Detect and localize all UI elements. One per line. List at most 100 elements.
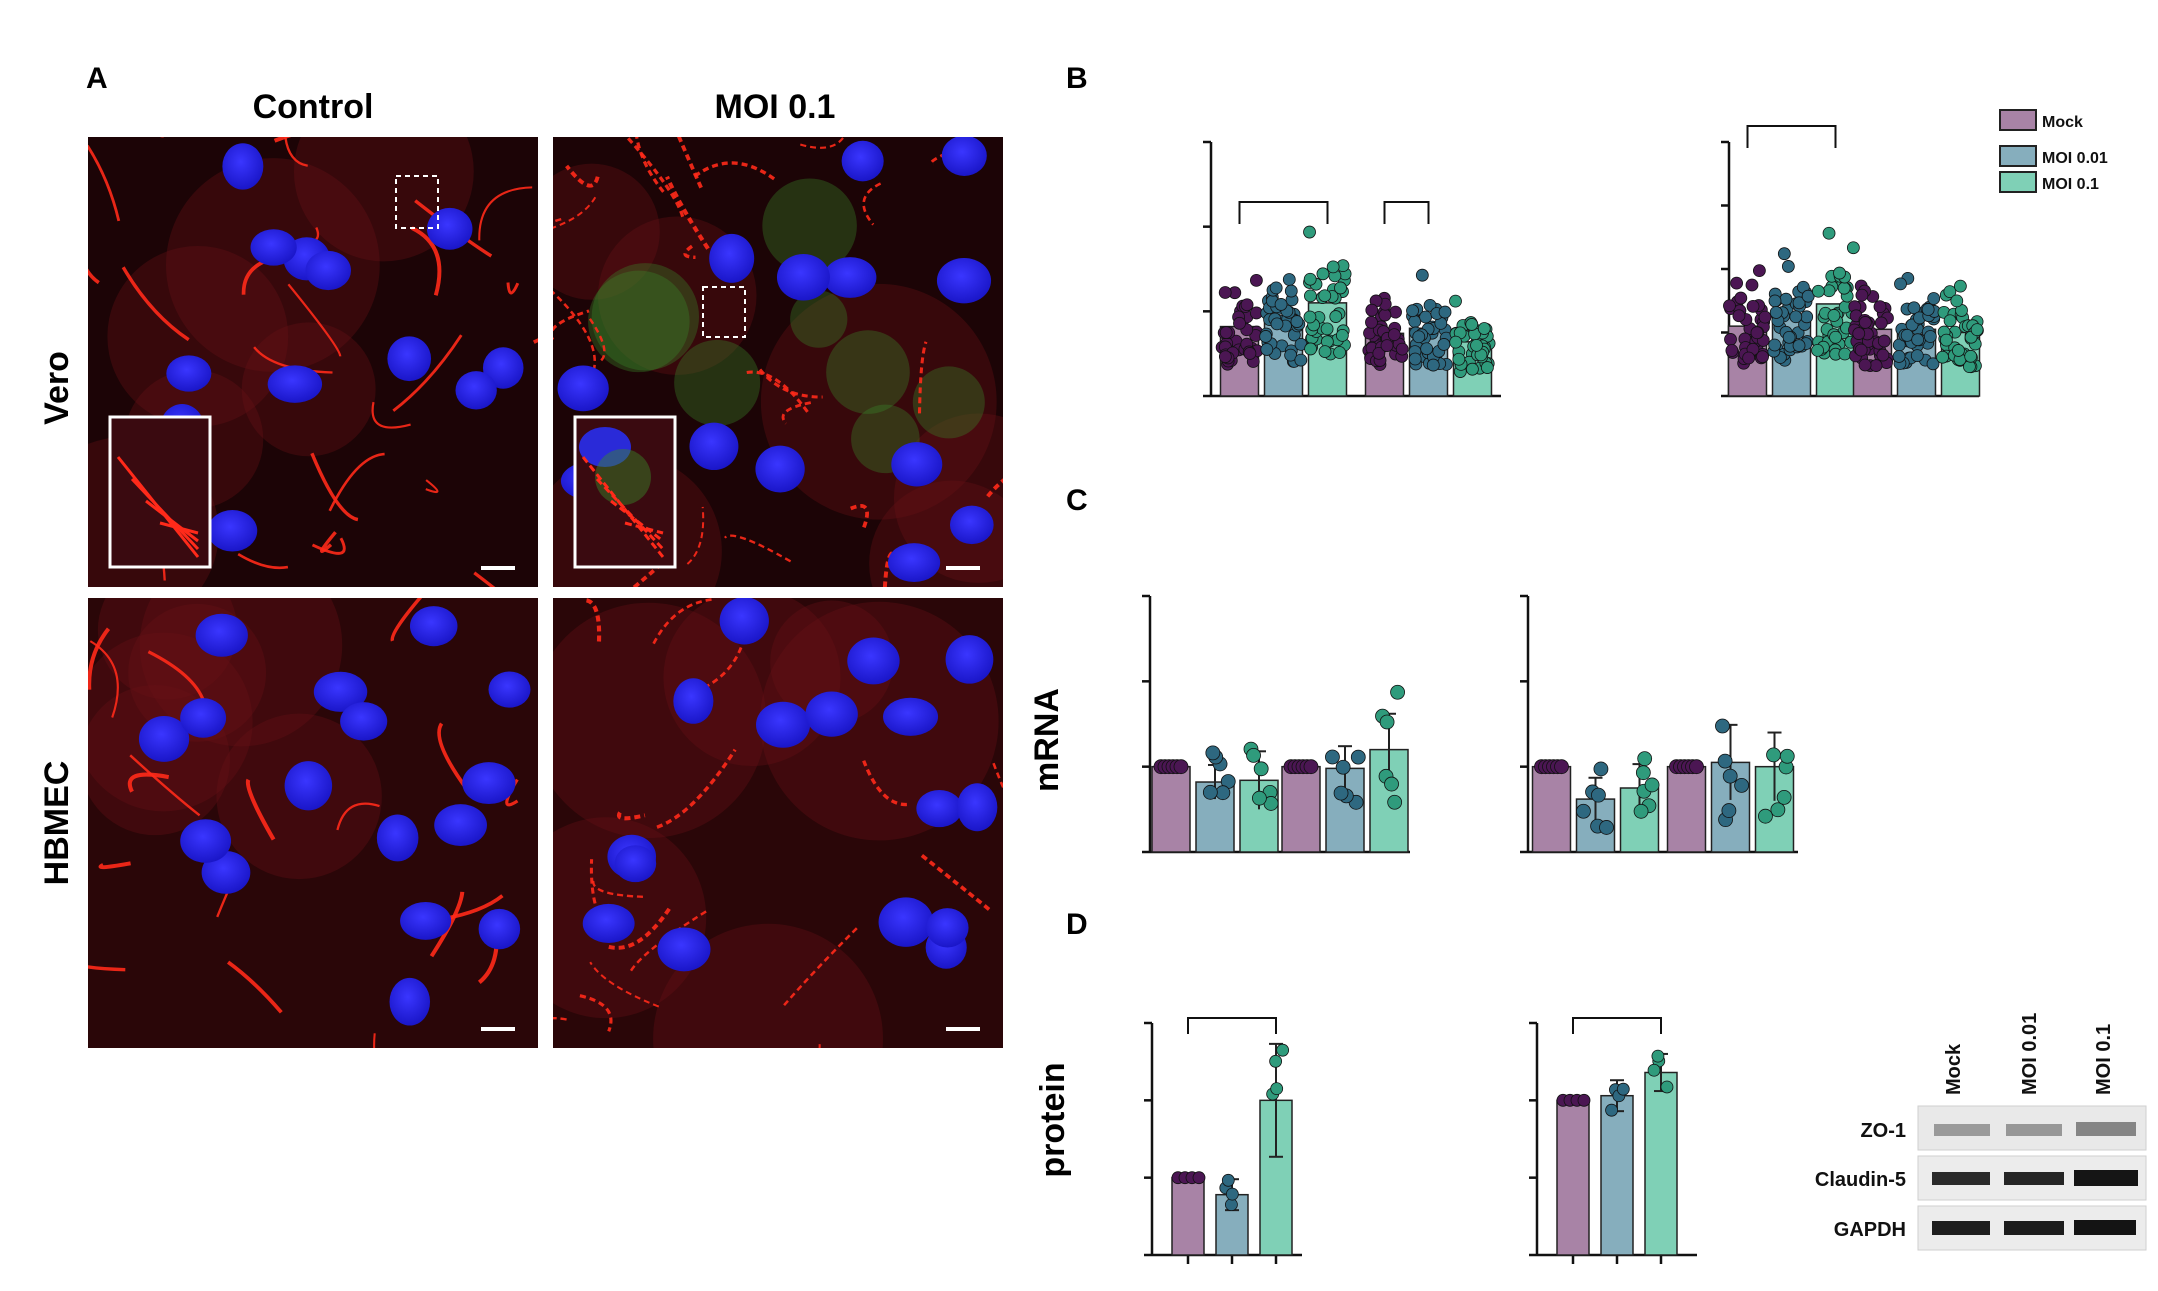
zo1-junction (121, 266, 190, 342)
zo1-junction (665, 175, 710, 250)
zo1-junction (287, 283, 342, 357)
data-point (1225, 1187, 1239, 1201)
zo1-junction (310, 452, 359, 522)
data-point (1846, 241, 1860, 255)
blot-lane-moi01: MOI 0.1 (2093, 1024, 2115, 1095)
micrograph-content (88, 598, 531, 1048)
data-point (1837, 281, 1851, 295)
scale-bar (946, 566, 980, 570)
micrograph-vero-moi (553, 137, 1003, 587)
data-point (1911, 333, 1925, 347)
nucleus (878, 897, 934, 947)
nucleus (180, 819, 232, 863)
nucleus (883, 697, 939, 736)
data-point (1408, 315, 1422, 328)
zo1-junction (284, 137, 308, 167)
zo1-junction (506, 282, 520, 295)
data-point (1829, 330, 1842, 344)
spike-signal (790, 290, 848, 348)
data-point (1758, 310, 1772, 324)
data-point (1781, 260, 1795, 273)
zo1-junction (127, 772, 170, 793)
zo1-junction (147, 650, 206, 702)
legend-label-moi01: MOI 0.1 (2042, 176, 2099, 193)
zo1-junction (683, 244, 696, 260)
data-point (1768, 294, 1782, 308)
nucleus (389, 977, 431, 1026)
zo1-junction (758, 368, 823, 399)
micrograph-grid (88, 137, 1003, 1048)
data-point (1725, 344, 1739, 357)
nucleus (756, 701, 811, 748)
data-point (1221, 1173, 1235, 1187)
data-point (1270, 1082, 1284, 1096)
data-point (1316, 267, 1330, 281)
data-point (1466, 362, 1479, 376)
data-point (1833, 266, 1846, 280)
zo1-junction (724, 534, 792, 563)
zo1-junction (425, 479, 439, 494)
data-point (1616, 1082, 1630, 1096)
data-point (1415, 268, 1429, 282)
data-point (1577, 1093, 1591, 1107)
nucleus (478, 908, 521, 950)
data-point (1282, 273, 1296, 286)
data-point (1926, 357, 1940, 371)
data-point (1365, 315, 1378, 329)
zo1-junction (226, 960, 283, 1014)
data-point (1270, 317, 1284, 331)
zo1-junction (160, 137, 164, 138)
panel-label-c: C (1066, 484, 1088, 517)
data-point (1921, 303, 1935, 316)
band-zo1-moi01 (2076, 1122, 2136, 1136)
data-point (1406, 304, 1419, 318)
data-point (1894, 277, 1907, 291)
data-point (1320, 322, 1334, 336)
data-point (1437, 338, 1451, 351)
nucleus (207, 510, 258, 552)
data-point (1318, 289, 1332, 303)
data-point (1730, 276, 1744, 290)
data-point (1953, 279, 1967, 293)
nucleus (709, 233, 755, 283)
data-point (1249, 274, 1263, 287)
micrograph-content (553, 137, 1003, 587)
data-point (1449, 294, 1462, 308)
data-point (1408, 352, 1422, 366)
micrograph-hbmec-control (88, 598, 538, 1048)
data-point (1395, 342, 1409, 356)
legend-label-moi001: MOI 0.01 (2042, 150, 2108, 167)
data-point (1907, 301, 1921, 315)
data-point (1745, 278, 1759, 292)
data-point (1734, 777, 1750, 793)
zo1-junction (237, 552, 289, 570)
data-point (1732, 309, 1746, 323)
data-point (1303, 759, 1319, 775)
nucleus (180, 698, 227, 738)
data-point (1943, 285, 1957, 299)
data-point (1644, 777, 1660, 793)
zo1-junction (628, 910, 707, 974)
data-point (1329, 310, 1343, 323)
significance-bracket (1383, 201, 1430, 224)
data-point (1335, 328, 1349, 342)
data-point (1858, 358, 1872, 372)
data-point (1873, 300, 1887, 314)
data-point (1855, 288, 1869, 302)
zo1-junction (992, 762, 1003, 790)
data-point (1822, 226, 1836, 240)
nucleus (945, 635, 994, 684)
data-point (1334, 281, 1347, 295)
data-point (1689, 759, 1704, 775)
nucleus (340, 702, 388, 741)
nucleus (138, 715, 190, 762)
nucleus (949, 505, 994, 545)
bar-mock (1666, 765, 1707, 853)
data-point (1389, 305, 1402, 319)
row-header-vero: Vero (38, 351, 76, 425)
data-point (1923, 330, 1937, 343)
significance-bracket (1238, 201, 1329, 224)
data-point (1335, 759, 1351, 775)
data-point (1290, 315, 1304, 328)
chart-tijor (1721, 125, 1984, 398)
